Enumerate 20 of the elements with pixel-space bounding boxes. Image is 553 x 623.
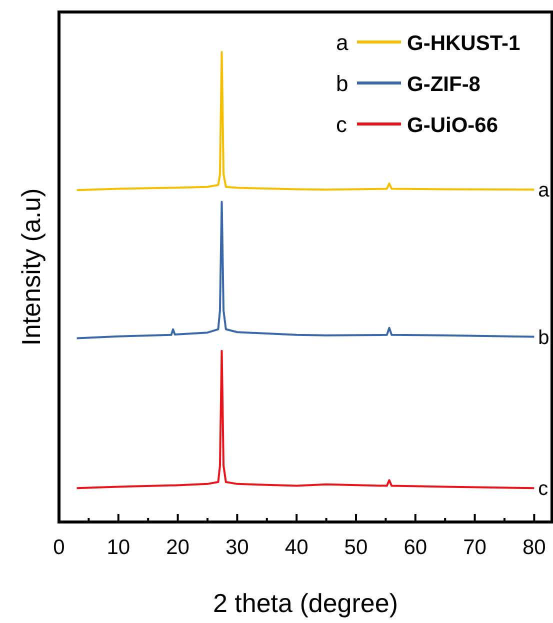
annotation: a (538, 180, 550, 202)
legend-label: G-ZIF-8 (407, 73, 481, 96)
text: b (336, 71, 348, 96)
x-tick-label: 0 (53, 536, 65, 559)
x-tick-label: 30 (226, 536, 249, 559)
annotation: c (538, 478, 548, 500)
x-tick-label: 10 (106, 536, 130, 559)
text: c (336, 112, 347, 137)
annotation: b (538, 326, 550, 349)
legend-label: G-UiO-66 (407, 114, 498, 137)
text: a (336, 30, 348, 55)
x-tick-label: 60 (404, 536, 428, 559)
legend-label: G-HKUST-1 (407, 32, 520, 55)
x-tick-label: 80 (522, 536, 546, 559)
x-tick-label: 20 (166, 536, 190, 559)
x-tick-label: 70 (463, 536, 486, 559)
x-axis-title: 2 theta (degree) (212, 588, 398, 618)
x-tick-label: 50 (344, 536, 368, 559)
y-axis-title: Intensity (a.u) (16, 188, 46, 346)
x-tick-label: 40 (284, 536, 308, 559)
